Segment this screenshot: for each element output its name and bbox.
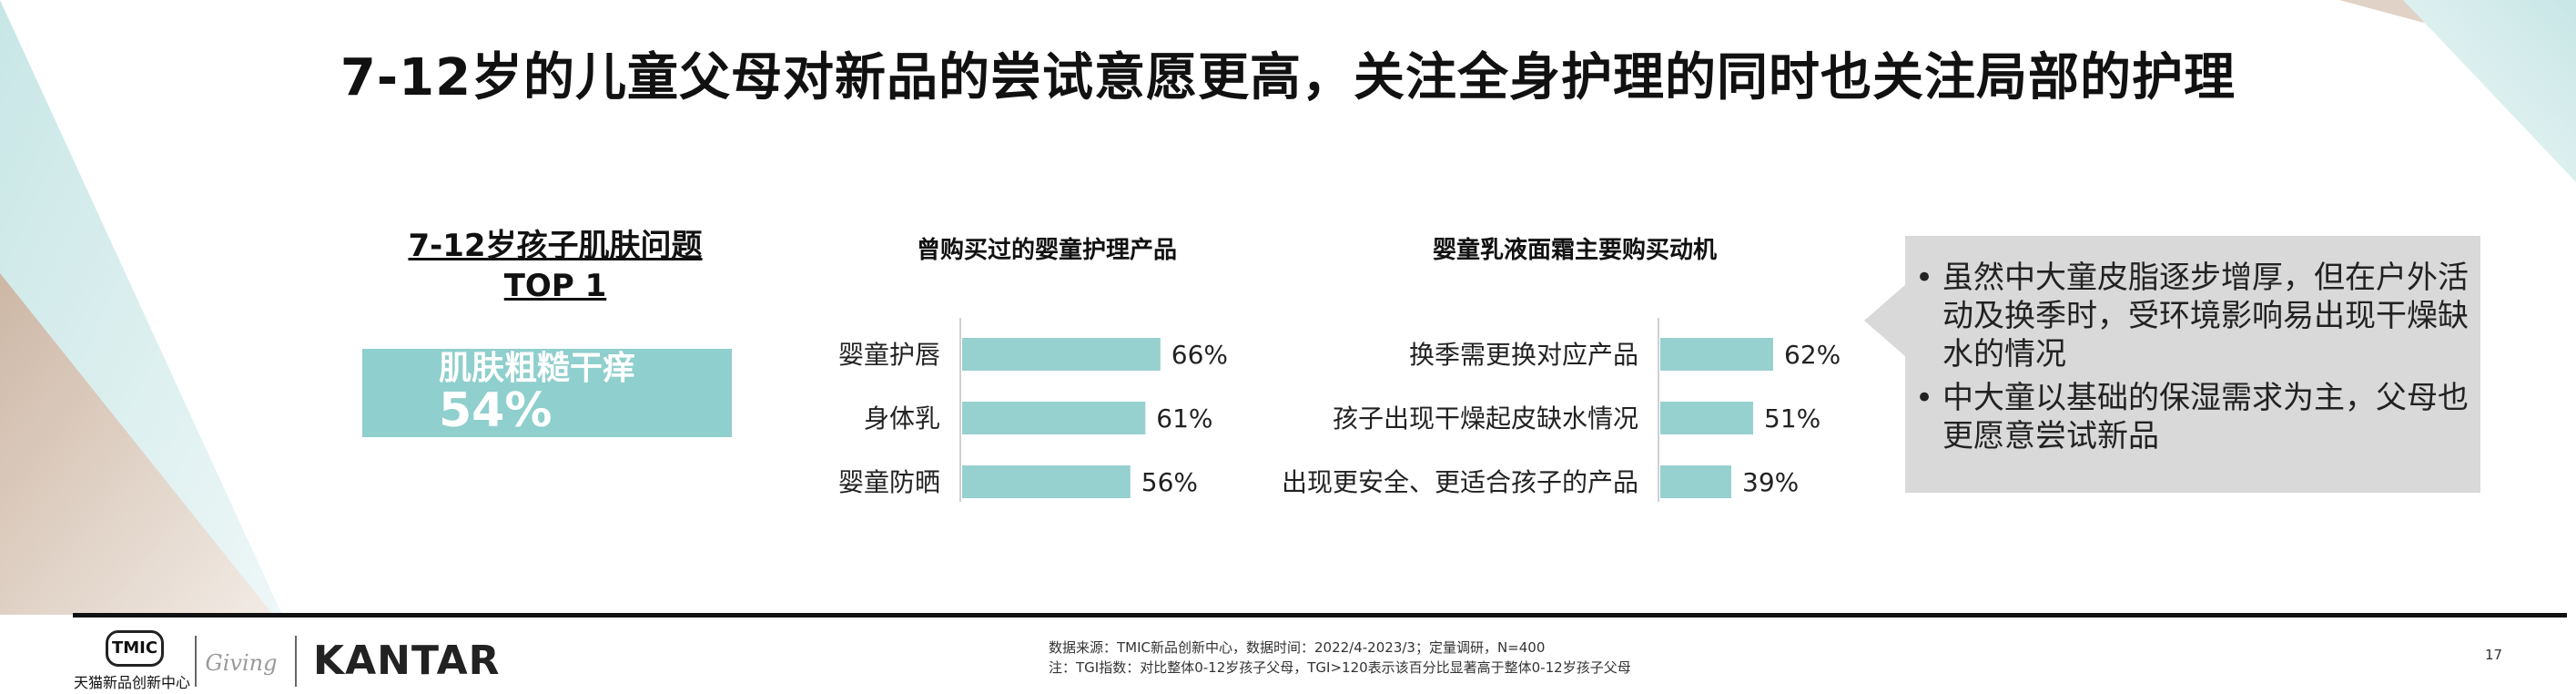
footer-rule (73, 613, 2567, 617)
category-label: 出现更安全、更适合孩子的产品 (1282, 467, 1638, 497)
bar (1660, 338, 1773, 371)
source-note: 数据来源：TMIC新品创新中心，数据时间：2022/4-2023/3；定量调研，… (1049, 638, 1631, 678)
skin-issue-value: 54% (439, 383, 553, 438)
chart2-title: 婴童乳液面霜主要购买动机 (1432, 237, 1717, 264)
tmic-logo: TMIC 天猫新品创新中心 (73, 630, 191, 691)
tmic-badge: TMIC (106, 630, 164, 667)
data-label: 62% (1784, 340, 1841, 370)
tmic-caption: 天猫新品创新中心 (73, 674, 190, 691)
giving-logo: Giving (205, 650, 278, 676)
bar (962, 338, 1161, 371)
chart1-title: 曾购买过的婴童护理产品 (916, 237, 1177, 264)
skin-issue-card: 肌肤粗糙干痒 54% (362, 349, 732, 438)
logo-divider (195, 636, 197, 687)
bar (1660, 402, 1753, 434)
tgi-note: 注：TGI指数：对比整体0-12岁孩子父母，TGI>120表示该百分比显著高于整… (1049, 659, 1631, 676)
insight-bullet: 虽然中大童皮脂逐步增厚，但在户外活动及换季时，受环境影响易出现干燥缺水的情况 (1915, 259, 2480, 373)
data-label: 51% (1764, 403, 1820, 434)
category-label: 换季需更换对应产品 (1409, 340, 1638, 370)
logo-divider (295, 636, 297, 687)
skin-issue-label: 肌肤粗糙干痒 (439, 350, 636, 387)
skin-issue-title: 7-12岁孩子肌肤问题 TOP 1 (364, 226, 746, 306)
insight-bullet: 中大童以基础的保湿需求为主，父母也更愿意尝试新品 (1915, 379, 2480, 455)
skin-issue-title-line2: TOP 1 (503, 268, 607, 304)
purchased-products-chart: 婴童护唇 66% 身体乳 61% 婴童防晒 56% (838, 318, 1228, 502)
category-label: 身体乳 (864, 403, 940, 434)
purchase-motivation-chart: 换季需更换对应产品 62% 孩子出现干燥起皮缺水情况 51% 出现更安全、更适合孩子的产… (1282, 318, 1841, 502)
data-label: 66% (1171, 340, 1228, 370)
insight-bullets: 虽然中大童皮脂逐步增厚，但在户外活动及换季时，受环境影响易出现干燥缺水的情况 中… (1915, 259, 2480, 461)
callout-arrow (1864, 284, 1906, 357)
category-label: 孩子出现干燥起皮缺水情况 (1333, 403, 1638, 434)
deco-teal-right (2403, 0, 2576, 182)
category-label: 婴童护唇 (838, 340, 940, 370)
deco-beige-left (0, 273, 273, 615)
skin-issue-title-line1: 7-12岁孩子肌肤问题 (408, 228, 703, 264)
data-label: 61% (1156, 403, 1212, 434)
bar (962, 402, 1146, 434)
kantar-logo: KANTAR (313, 638, 501, 684)
bar (1660, 465, 1731, 498)
bar (962, 465, 1131, 498)
data-label: 56% (1141, 467, 1198, 497)
data-label: 39% (1742, 467, 1799, 497)
category-label: 婴童防晒 (838, 467, 940, 497)
page-title: 7-12岁的儿童父母对新品的尝试意愿更高，关注全身护理的同时也关注局部的护理 (340, 48, 2236, 107)
source-line: 数据来源：TMIC新品创新中心，数据时间：2022/4-2023/3；定量调研，… (1049, 639, 1546, 656)
page-number: 17 (2485, 647, 2503, 663)
